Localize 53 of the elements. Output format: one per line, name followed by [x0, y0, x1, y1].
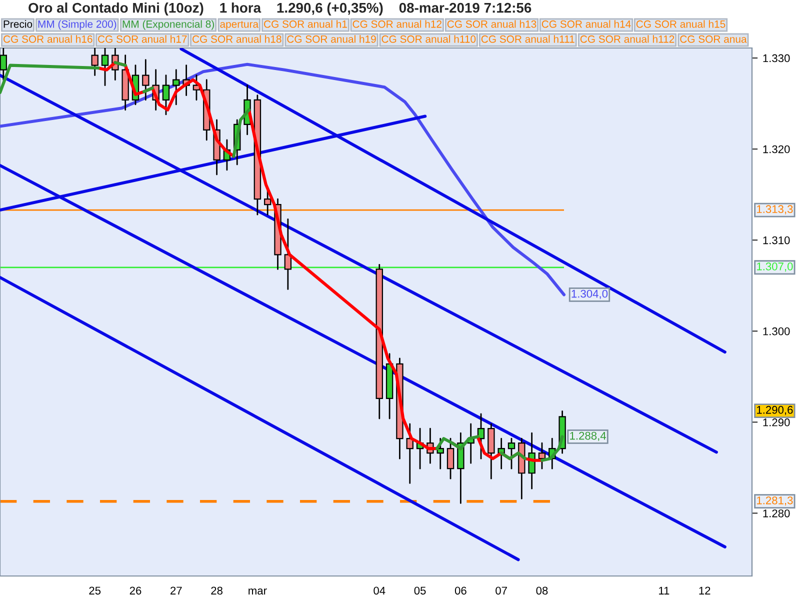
ref-line-label: 1.313,3	[757, 205, 793, 214]
ref-line-label: 1.307,0	[757, 262, 793, 272]
text: CG SOR anual h15	[636, 20, 726, 28]
text: MM (Simple 200)	[38, 20, 116, 30]
text: CG SOR anual h18	[192, 35, 282, 43]
text: CG SOR anual h17	[98, 35, 187, 43]
y-tick-label: 1.290	[763, 418, 790, 426]
y-tick-label: 1.310	[763, 236, 790, 244]
candlestick	[101, 48, 109, 86]
text: CG SOR anual h14	[542, 20, 631, 28]
text: CG SOR anual h16	[4, 35, 92, 43]
x-tick-label: 07	[496, 586, 507, 595]
candlestick	[162, 74, 170, 116]
y-tick-label: 1.280	[763, 509, 790, 518]
text: CG SOR anual h112	[580, 35, 674, 43]
x-tick-label: 04	[374, 586, 386, 595]
candlestick	[284, 218, 292, 290]
text: MM (Exponencial 8)	[122, 20, 214, 30]
text: CG SOR anual h13	[447, 20, 536, 28]
data-label: 1.288,4	[570, 432, 606, 442]
candlestick	[538, 442, 546, 470]
y-tick-label: 1.320	[763, 145, 790, 154]
text: apertura	[220, 20, 259, 30]
text: CG SOR anual h111	[481, 35, 574, 43]
ref-line-label: 1.281,3	[757, 496, 793, 506]
candlestick	[508, 438, 516, 470]
x-tick-label: 28	[211, 586, 222, 595]
x-tick-label: mar	[248, 588, 267, 595]
x-tick-label: 27	[170, 586, 182, 594]
text: CG SOR anua	[680, 35, 747, 43]
candlestick	[172, 69, 180, 106]
text: CG SOR anual h110	[382, 35, 476, 43]
x-tick-label: 12	[699, 586, 710, 594]
x-tick-label: 08	[536, 586, 548, 595]
text: CG SOR anual h1	[264, 20, 347, 28]
line-series	[0, 62, 566, 296]
text: 1.290,6	[757, 406, 793, 416]
data-label: 1.304,0	[572, 290, 608, 299]
candlestick	[436, 438, 444, 470]
candlestick	[446, 438, 454, 480]
text: CG SOR anual h12	[352, 20, 442, 28]
chart-title: Oro al Contado Mini (10oz) 1 hora 1.290,6 (+0,35%) 08-mar-2019 7:12:56	[28, 2, 532, 16]
x-tick-label: 26	[130, 586, 142, 595]
candlestick	[142, 59, 150, 101]
x-tick-label: 05	[414, 586, 426, 595]
y-tick-label: 1.330	[763, 54, 790, 62]
y-tick-label: 1.300	[763, 327, 790, 336]
text: Precio	[4, 20, 32, 28]
x-tick-label: 06	[454, 586, 466, 595]
text: CG SOR anual h19	[287, 35, 376, 43]
x-tick-label: 25	[89, 586, 101, 595]
candlestick	[91, 48, 98, 76]
x-tick-label: 11	[659, 586, 670, 594]
